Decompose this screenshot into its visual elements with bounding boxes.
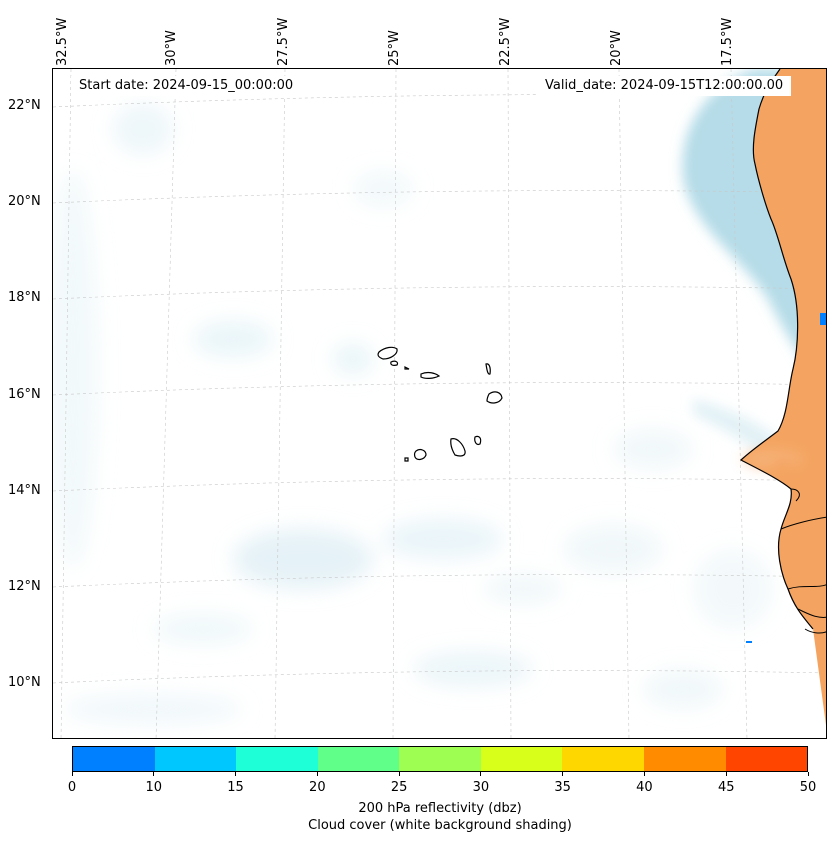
island-santiago <box>450 438 466 457</box>
graticule <box>53 69 826 738</box>
colorbar-tick-label: 40 <box>636 780 653 795</box>
reflectivity-spot <box>746 641 752 643</box>
island-sao-nicolau <box>420 371 441 379</box>
colorbar-segment <box>73 747 155 771</box>
colorbar-tick <box>562 772 564 776</box>
lon-label-17-5w: 17.5°W <box>720 17 735 66</box>
island-sal <box>485 363 491 375</box>
colorbar-segment <box>643 747 726 771</box>
colorbar-tick-label: 0 <box>67 780 77 795</box>
lat-label-20n: 20°N <box>8 194 41 209</box>
island-maio <box>474 435 482 446</box>
colorbar-segment <box>317 747 400 771</box>
colorbar-tick <box>71 772 73 776</box>
africa-land <box>741 69 826 726</box>
map-canvas <box>53 69 826 738</box>
colorbar-segment <box>562 747 644 771</box>
island-boa-vista <box>486 391 503 404</box>
colorbar-tick-label: 45 <box>717 780 735 795</box>
colorbar-tick <box>807 772 809 776</box>
island-sao-vicente <box>390 360 399 366</box>
colorbar-tick <box>235 772 237 776</box>
colorbar-tick <box>480 772 482 776</box>
colorbar-segment <box>236 747 318 771</box>
lat-label-22n: 22°N <box>8 98 41 113</box>
colorbar-tick <box>398 772 400 776</box>
lat-label-18n: 18°N <box>8 290 41 305</box>
lon-label-22-5w: 22.5°W <box>498 17 513 66</box>
colorbar-segment <box>154 747 237 771</box>
cloud-cover-shading <box>53 104 773 724</box>
colorbar-tick <box>153 772 155 776</box>
lon-label-20w: 20°W <box>609 30 624 66</box>
africa-coastline <box>739 69 814 630</box>
start-date-label: Start date: 2024-09-15_00:00:00 <box>71 76 302 96</box>
colorbar <box>72 746 808 772</box>
colorbar-tick-label: 35 <box>554 780 571 795</box>
island-fogo <box>413 449 427 461</box>
colorbar-label-cloud-cover: Cloud cover (white background shading) <box>308 818 572 833</box>
lon-label-32-5w: 32.5°W <box>55 17 70 66</box>
reflectivity-spot <box>820 313 826 325</box>
colorbar-tick <box>725 772 727 776</box>
valid-date-label: Valid_date: 2024-09-15T12:00:00.00 <box>537 76 792 96</box>
colorbar-tick-label: 20 <box>309 780 326 795</box>
lat-label-14n: 14°N <box>8 483 41 498</box>
cabo-verde-islands <box>377 346 503 462</box>
colorbar-segment <box>480 747 563 771</box>
lon-label-30w: 30°W <box>164 30 179 66</box>
colorbar-tick-label: 50 <box>799 780 817 795</box>
reflectivity-coastal-patches <box>743 449 803 470</box>
colorbar-segment <box>399 747 481 771</box>
lat-label-10n: 10°N <box>8 675 41 690</box>
island-santo-antao <box>377 346 398 360</box>
colorbar-tick <box>643 772 645 776</box>
coastline-detail <box>780 488 826 634</box>
island-brava <box>404 457 409 462</box>
colorbar-tick-label: 30 <box>472 780 490 795</box>
colorbar-label-reflectivity: 200 hPa reflectivity (dbz) <box>358 801 522 816</box>
colorbar-tick-label: 15 <box>227 780 244 795</box>
map-plot-area[interactable] <box>52 68 827 739</box>
colorbar-tick-label: 25 <box>390 780 408 795</box>
colorbar-tick <box>316 772 318 776</box>
island-santa-luzia <box>404 366 410 370</box>
lon-label-27-5w: 27.5°W <box>276 17 291 66</box>
lat-label-12n: 12°N <box>8 579 41 594</box>
lon-label-25w: 25°W <box>387 30 402 66</box>
lat-label-16n: 16°N <box>8 387 41 402</box>
colorbar-segment <box>725 747 808 771</box>
colorbar-tick-label: 10 <box>145 780 163 795</box>
